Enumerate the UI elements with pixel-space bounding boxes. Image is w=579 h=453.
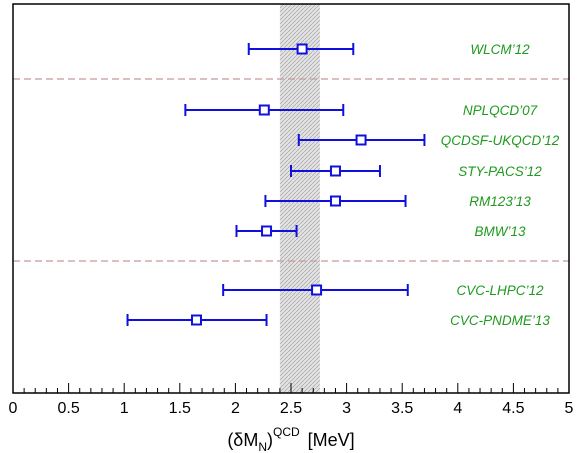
x-tick-label: 3.5 <box>391 400 413 417</box>
x-tick-label: 1 <box>120 400 129 417</box>
x-axis-title-superscript: QCD <box>273 425 300 439</box>
point-label: CVC-LHPC’12 <box>456 283 544 298</box>
x-tick-label: 4.5 <box>502 400 524 417</box>
point-label: WLCM’12 <box>470 42 530 57</box>
point-marker <box>355 134 367 146</box>
consensus-band <box>279 4 320 393</box>
point-label: STY-PACS’12 <box>458 164 542 179</box>
point-marker <box>258 104 270 116</box>
point-label: NPLQCD’07 <box>463 103 538 118</box>
x-axis-title-main: (δM <box>227 430 258 450</box>
x-axis-title-close: ) <box>267 430 273 450</box>
x-axis-title-subscript: N <box>258 440 267 453</box>
point-marker <box>261 225 273 237</box>
point-label: QCDSF-UKQCD’12 <box>441 133 560 148</box>
x-axis-title-unit: [MeV] <box>308 430 355 450</box>
point-marker <box>296 43 308 55</box>
point-label: BMW’13 <box>474 224 525 239</box>
data-point-7 <box>126 314 268 326</box>
data-point-1 <box>184 104 345 116</box>
data-point-5 <box>235 225 298 237</box>
point-marker <box>190 314 202 326</box>
x-axis-title: (δMN)QCD [MeV] <box>227 425 354 453</box>
point-label: RM123’13 <box>469 194 531 209</box>
x-tick-label: 4 <box>453 400 462 417</box>
x-tick-label: 0.5 <box>57 400 79 417</box>
data-point-6 <box>222 284 409 296</box>
data-point-0 <box>247 43 355 55</box>
x-tick-label: 3 <box>342 400 351 417</box>
x-tick-label: 2.5 <box>280 400 302 417</box>
x-tick-label: 0 <box>9 400 18 417</box>
data-point-3 <box>290 165 381 177</box>
x-tick-label: 2 <box>231 400 240 417</box>
point-marker <box>311 284 323 296</box>
data-point-2 <box>297 134 426 146</box>
point-marker <box>329 165 341 177</box>
x-tick-label: 5 <box>565 400 574 417</box>
point-label: CVC-PNDME’13 <box>450 313 550 328</box>
data-point-4 <box>264 195 407 207</box>
point-marker <box>329 195 341 207</box>
x-tick-label: 1.5 <box>169 400 191 417</box>
